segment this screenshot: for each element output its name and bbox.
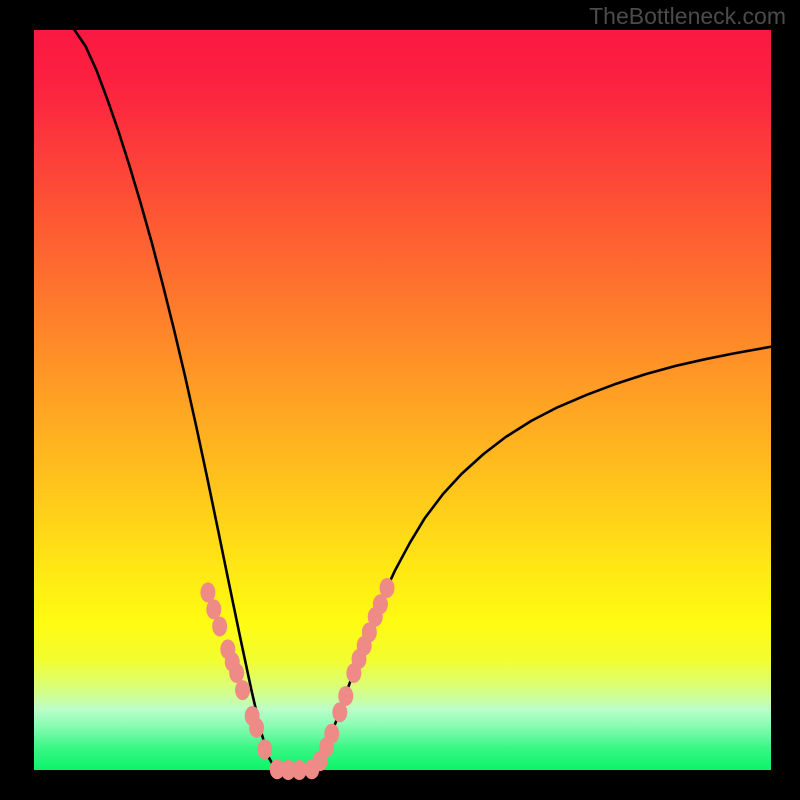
watermark-label: TheBottleneck.com (589, 3, 786, 30)
chart-root: TheBottleneck.com (0, 0, 800, 800)
bottleneck-chart (0, 0, 800, 800)
